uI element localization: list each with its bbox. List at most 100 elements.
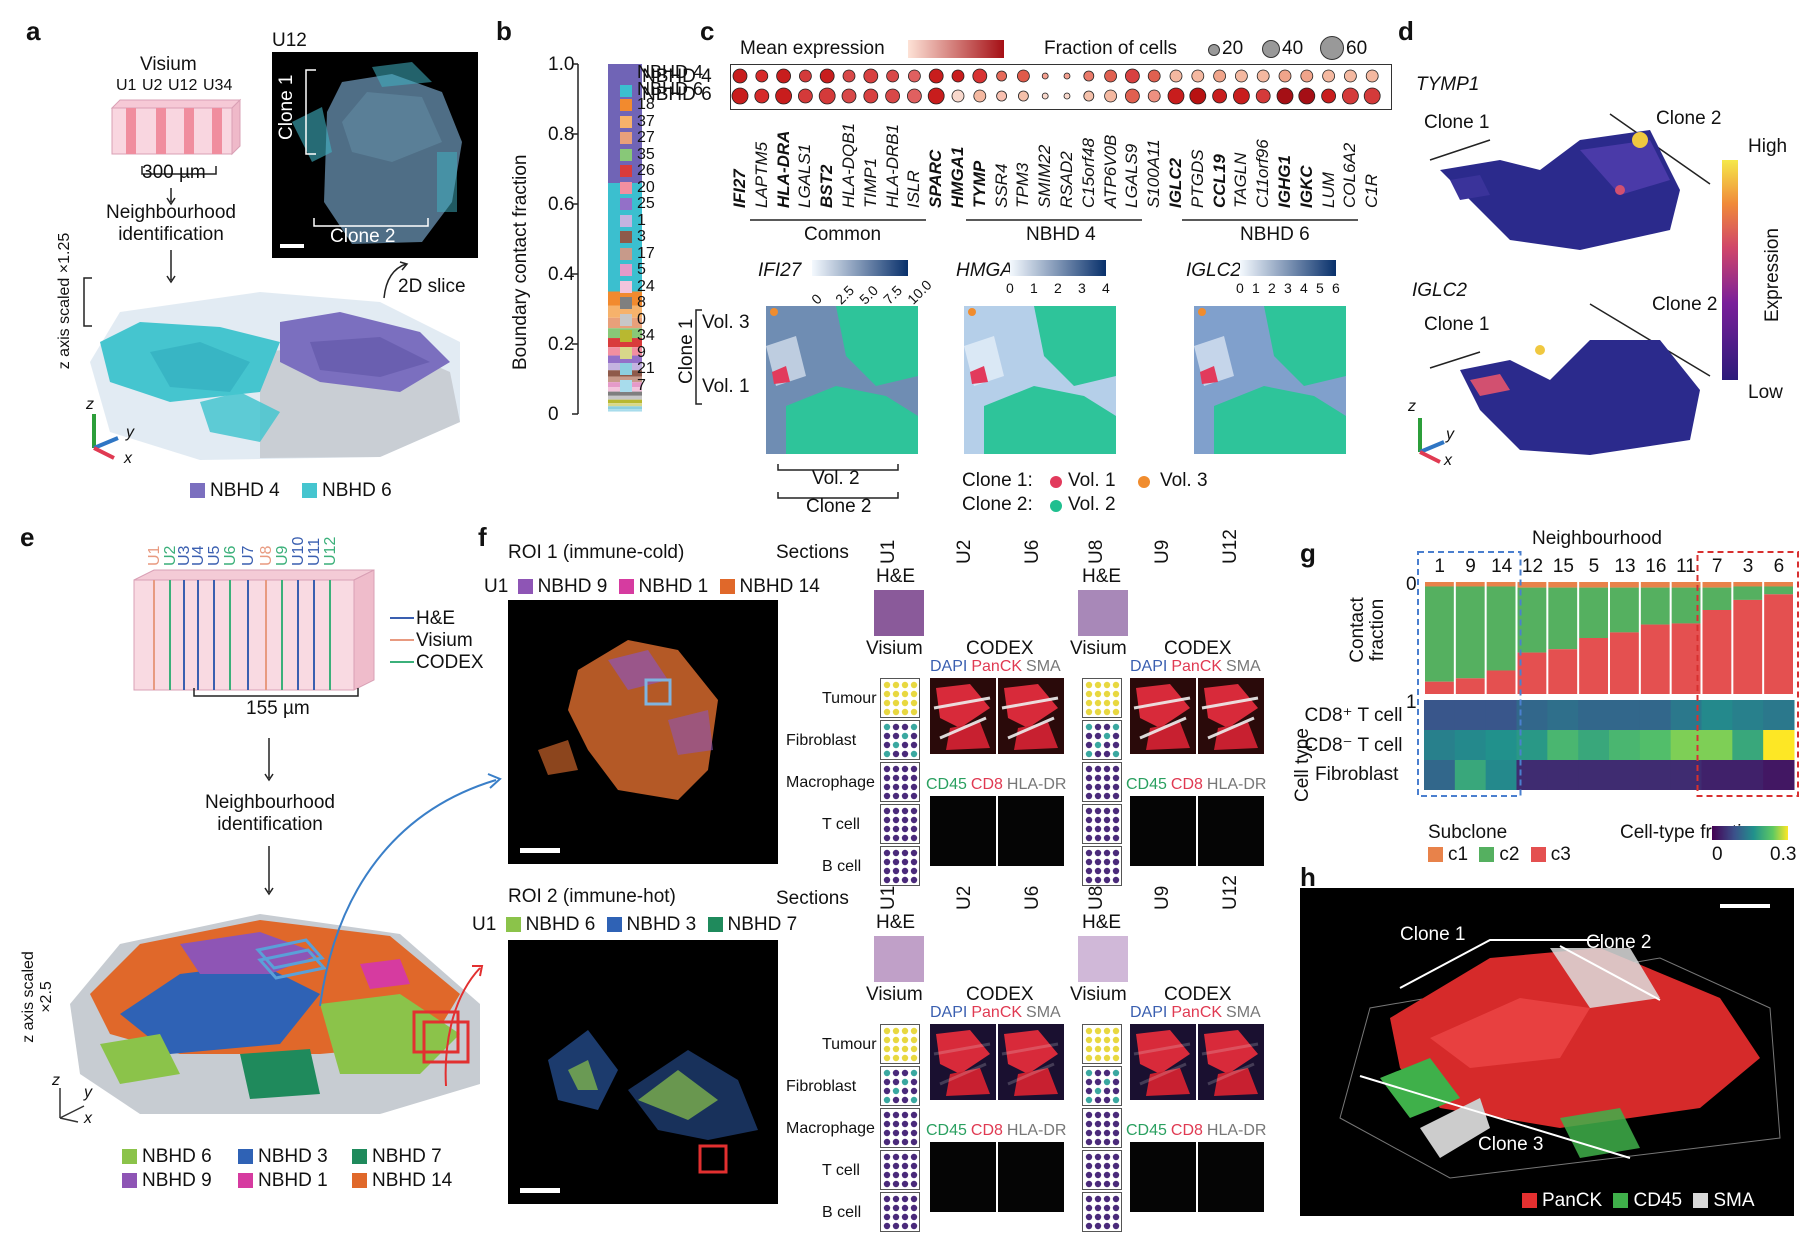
roi1-title: ROI 1 (immune-cold) bbox=[508, 542, 685, 563]
dot-nbhd4 bbox=[1300, 69, 1314, 83]
legend-label: 27 bbox=[637, 129, 655, 146]
panel-label-b: b bbox=[496, 16, 512, 46]
gene-label: BST2 bbox=[817, 164, 837, 208]
e-zaxis-label: z axis scaled ×2.5 bbox=[20, 951, 55, 1043]
map-colorbar-tick: 3 bbox=[1284, 280, 1292, 296]
section-u34: U34 bbox=[203, 77, 233, 94]
size-legend-dot bbox=[1320, 36, 1344, 60]
legend-label: 18 bbox=[637, 96, 655, 113]
celltype-row-label: Macrophage bbox=[786, 1120, 875, 1137]
map-colorbar-tick: 0 bbox=[808, 290, 825, 308]
heat-cell bbox=[1609, 760, 1641, 790]
gene-label: C1R bbox=[1362, 173, 1382, 208]
panel-label-h: h bbox=[1300, 862, 1316, 892]
legend-swatch bbox=[620, 346, 632, 359]
map-colorbar bbox=[1240, 260, 1336, 276]
b-legend-item: NBHD 4 bbox=[620, 63, 703, 81]
bar-c2 bbox=[1548, 587, 1578, 650]
heat-cell bbox=[1454, 760, 1487, 790]
legend-swatch bbox=[620, 297, 632, 309]
bar-c2 bbox=[1425, 586, 1454, 682]
e-section-label: U6 bbox=[222, 545, 239, 566]
heat-cell bbox=[1763, 760, 1795, 790]
legend-label: PanCK bbox=[1542, 1190, 1603, 1211]
slice-clone2-label: Clone 2 bbox=[330, 226, 396, 247]
map-colorbar-tick: 2.5 bbox=[832, 282, 858, 308]
map-colorbar-tick: 0 bbox=[1236, 280, 1244, 296]
bar-c3 bbox=[1702, 610, 1732, 694]
dot-nbhd4 bbox=[886, 69, 900, 83]
heat-cell bbox=[1485, 700, 1517, 730]
legend-label: NBHD 1 bbox=[638, 576, 709, 597]
stain-name: SMA bbox=[1026, 1004, 1061, 1021]
legend-swatch bbox=[707, 917, 723, 932]
dot-nbhd6 bbox=[996, 90, 1008, 102]
legend-swatch bbox=[719, 579, 735, 594]
heat-cell bbox=[1732, 760, 1764, 790]
legend-dot-vol1 bbox=[1050, 476, 1062, 488]
visium-celltype-tile bbox=[880, 720, 920, 760]
legend-swatch bbox=[620, 68, 632, 80]
bar-c2 bbox=[1764, 586, 1793, 595]
section-col-label: U8 bbox=[1086, 885, 1107, 910]
colorbar-high: High bbox=[1748, 136, 1788, 157]
heat-cell bbox=[1732, 730, 1764, 760]
map-gene-label: HMGA1 bbox=[956, 260, 1024, 281]
he-label: H&E bbox=[1082, 566, 1122, 587]
legend-swatch bbox=[620, 214, 632, 227]
slice-arrow bbox=[383, 261, 409, 299]
legend-swatch bbox=[620, 198, 632, 210]
legend-swatch bbox=[620, 132, 632, 144]
dot-nbhd6 bbox=[1041, 92, 1049, 100]
gene-label: TIMP1 bbox=[860, 157, 880, 208]
map-colorbar-tick: 10.0 bbox=[904, 276, 935, 308]
panel-b-ylabel: Boundary contact fraction bbox=[510, 154, 531, 370]
gene-label: LGALS1 bbox=[795, 143, 815, 208]
legend-label: 37 bbox=[637, 112, 655, 130]
dot-nbhd6 bbox=[775, 87, 792, 105]
dot-nbhd6 bbox=[1147, 89, 1161, 103]
panel-label-e: e bbox=[20, 522, 35, 552]
map-gene-label: IFI27 bbox=[758, 260, 802, 281]
stain-name: CD8 bbox=[970, 1122, 1003, 1139]
gene-label: SPARC bbox=[926, 149, 946, 208]
heat-cell bbox=[1639, 730, 1672, 760]
panel-label-g: g bbox=[1300, 538, 1316, 568]
dot-nbhd6 bbox=[906, 88, 922, 104]
dot-nbhd4 bbox=[1041, 72, 1049, 80]
bar-c2 bbox=[1486, 586, 1516, 671]
legend-label: 35 bbox=[637, 145, 655, 163]
stain-name: HLA-DR bbox=[1206, 1122, 1267, 1139]
bar-c3 bbox=[1640, 624, 1670, 694]
heat-cell bbox=[1732, 700, 1764, 730]
dot-nbhd6 bbox=[798, 88, 813, 104]
gene-label: PTGDS bbox=[1187, 149, 1207, 208]
dot-nbhd4 bbox=[1016, 69, 1030, 83]
legend-visium: Visium bbox=[416, 630, 473, 651]
gene-label: LGALS9 bbox=[1122, 143, 1142, 208]
celltype-row: CD8⁻ T cell bbox=[1304, 735, 1403, 756]
dot-nbhd4 bbox=[1191, 69, 1205, 83]
gene-label: TAGLN bbox=[1231, 152, 1251, 208]
visium-celltype-tile bbox=[1082, 1150, 1122, 1190]
dot-nbhd6 bbox=[973, 89, 987, 103]
subclone-legend: c1 c2 c3 bbox=[1428, 844, 1571, 866]
gene-label: ISLR bbox=[904, 170, 924, 208]
dot-nbhd4 bbox=[1213, 69, 1227, 83]
bar-c1 bbox=[1425, 582, 1454, 587]
stain-name: HLA-DR bbox=[1206, 776, 1267, 793]
b-ytick: 0 bbox=[548, 404, 559, 425]
heat-cell bbox=[1639, 700, 1672, 730]
legend-label: 26 bbox=[637, 162, 655, 179]
b-legend-item: 21 bbox=[620, 361, 655, 377]
codex-tile-bottom bbox=[1198, 796, 1264, 866]
neighbourhood-col: 6 bbox=[1773, 556, 1785, 577]
map-colorbar-tick: 5.0 bbox=[856, 282, 882, 308]
dot-nbhd6 bbox=[1104, 89, 1118, 103]
bar-segment bbox=[608, 399, 642, 404]
dot-nbhd4 bbox=[1344, 69, 1357, 83]
celltype-row-label: B cell bbox=[822, 858, 862, 875]
spatial-expression-map bbox=[964, 306, 1116, 454]
panel-label-c: c bbox=[700, 16, 715, 46]
e-section-label: U12 bbox=[322, 536, 339, 566]
